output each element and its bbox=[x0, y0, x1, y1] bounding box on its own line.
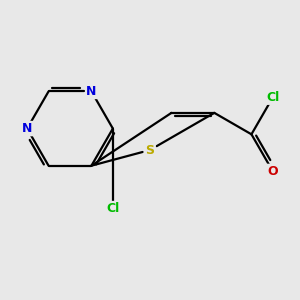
Text: Cl: Cl bbox=[266, 91, 280, 104]
Text: N: N bbox=[86, 85, 97, 98]
Text: Cl: Cl bbox=[106, 202, 119, 215]
Text: S: S bbox=[146, 143, 154, 157]
Text: O: O bbox=[268, 165, 278, 178]
Text: N: N bbox=[22, 122, 32, 135]
